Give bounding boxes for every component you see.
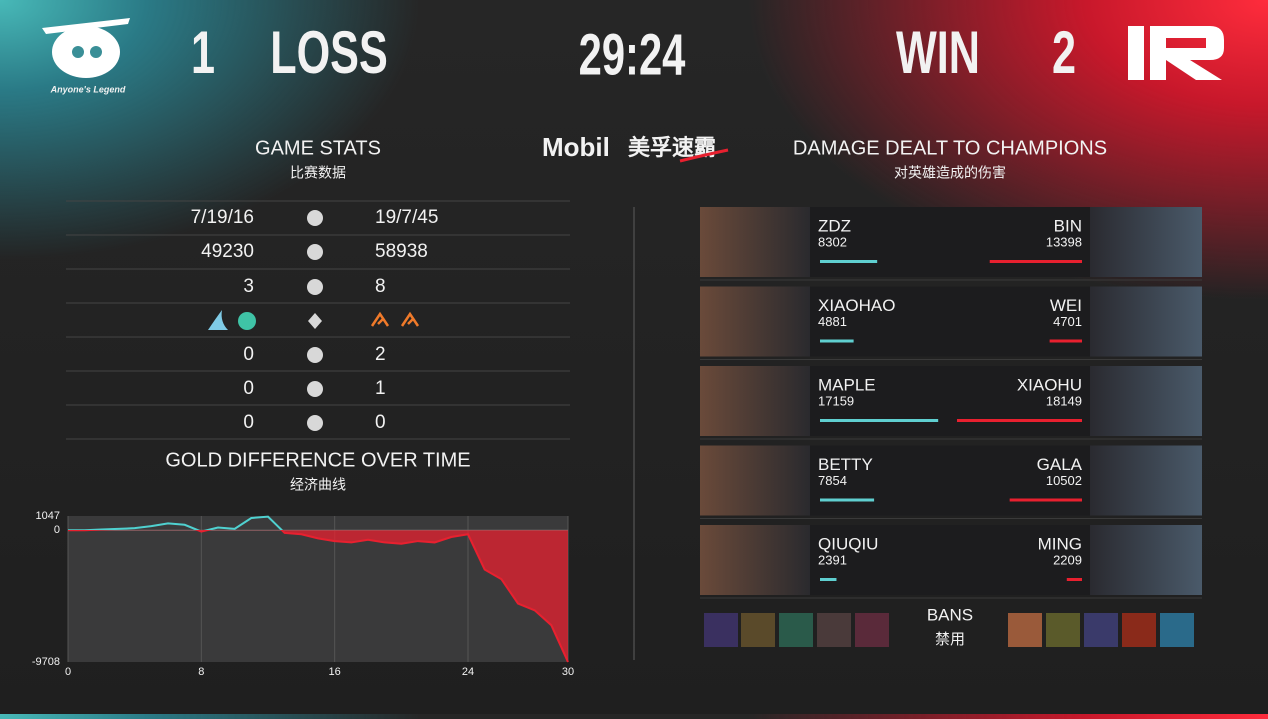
stat-icon-sword [307,210,323,226]
stat-left: 0 [243,378,254,399]
y-tick-label: -9708 [32,656,60,668]
stat-left: 0 [243,412,254,433]
stat-icon-baron [307,381,323,397]
damage-value: 17159 [818,393,854,408]
damage-bar-right [1049,339,1082,343]
portrait-left [700,207,810,277]
y-tick-label: 0 [54,524,60,536]
team-logo-left [42,18,130,78]
damage-value: 8302 [818,234,847,249]
portrait-left [700,366,810,436]
damage-bar-right [989,260,1082,263]
stat-left: 3 [243,276,254,297]
stat-icon-gold [307,244,323,260]
portrait-right [1090,445,1202,516]
player-name: XIAOHU [1017,375,1082,394]
damage-bar-right [957,419,1082,422]
player-name: MING [1038,534,1082,553]
player-name: WEI [1050,296,1082,315]
score-left: 1 [191,20,215,87]
portrait-right [1090,286,1202,357]
player-name: BETTY [818,455,873,474]
portrait-right [1090,525,1202,595]
damage-value: 13398 [1046,234,1082,249]
gold-area [68,516,568,662]
result-right: WIN [896,20,980,87]
damage-value: 4701 [1053,314,1082,329]
damage-value: 2391 [818,552,847,567]
result-left: LOSS [270,20,388,87]
player-name: BIN [1054,216,1082,235]
chart-subtitle: 经济曲线 [290,477,346,493]
portrait-right [1090,366,1202,436]
team-logo-right [1128,26,1224,80]
stats-subtitle: 比赛数据 [290,165,346,181]
x-tick-label: 30 [562,666,574,678]
game-time: 29:24 [579,22,686,87]
portrait-left [700,286,810,357]
player-name: GALA [1037,455,1083,474]
ban-icons [704,613,1194,647]
bans-label: BANS [927,605,973,624]
x-tick-label: 8 [198,666,204,678]
stat-left: 0 [243,344,254,365]
y-tick-label: 1047 [36,510,60,522]
stat-right: 19/7/45 [375,207,438,228]
damage-value: 10502 [1046,473,1082,488]
stat-right: 58938 [375,241,428,262]
player-name: XIAOHAO [818,296,895,315]
damage-value: 7854 [818,473,847,488]
damage-bar-left [820,578,837,581]
damage-value: 18149 [1046,393,1082,408]
portrait-right [1090,207,1202,277]
x-tick-label: 0 [65,666,71,678]
damage-bar-right [1009,498,1082,502]
damage-bar-left [820,419,939,422]
stat-icon-tower [307,279,323,295]
damage-value: 2209 [1053,552,1082,567]
damage-bar-right [1066,578,1082,581]
player-name: QIUQIU [818,534,878,553]
stat-right: 2 [375,344,386,365]
damage-value: 4881 [818,314,847,329]
stat-icon-elder [307,415,323,431]
portrait-left [700,445,810,516]
dragon-icons [208,310,420,330]
damage-bar-left [820,339,854,343]
stat-left: 49230 [201,241,254,262]
damage-bar-left [820,498,875,502]
portrait-left [700,525,810,595]
x-tick-label: 24 [462,666,474,678]
stat-right: 1 [375,378,386,399]
sponsor: Mobil [542,132,610,162]
x-tick-label: 16 [329,666,341,678]
stat-icon-herald [307,347,323,363]
score-right: 2 [1052,20,1076,87]
team-name: Anyone's Legend [50,84,126,94]
damage-title: DAMAGE DEALT TO CHAMPIONS [793,137,1107,159]
damage-bar-left [820,260,878,263]
bans-label-cn: 禁用 [935,631,965,648]
player-name: MAPLE [818,375,876,394]
sponsor-swoosh [679,148,729,163]
stat-right: 0 [375,412,386,433]
chart-title: GOLD DIFFERENCE OVER TIME [165,449,470,471]
damage-subtitle: 对英雄造成的伤害 [894,165,1006,181]
stat-right: 8 [375,276,386,297]
stats-title: GAME STATS [255,137,381,159]
player-name: ZDZ [818,216,851,235]
gold-line [68,515,569,663]
stat-left: 7/19/16 [191,207,254,228]
